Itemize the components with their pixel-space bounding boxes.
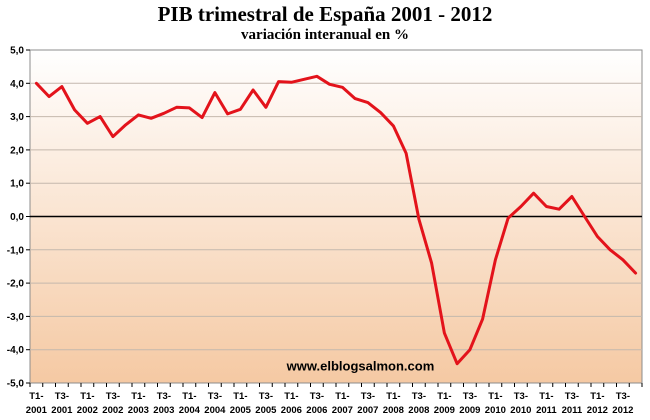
x-tick-label: T1-2011 [536, 391, 557, 416]
data-point [596, 235, 599, 238]
data-point [354, 97, 357, 100]
data-point [570, 195, 573, 198]
chart-title: PIB trimestral de España 2001 - 2012 [157, 2, 493, 26]
data-point [175, 106, 178, 109]
x-tick-label: T1-2012 [587, 391, 608, 416]
data-point [315, 75, 318, 78]
x-axis-ticks: T1-2001T3-2001T1-2002T3-2002T1-2003T3-20… [26, 383, 643, 416]
data-point [226, 112, 229, 115]
x-tick-label: T3-2010 [510, 391, 531, 416]
y-tick-label: -4,0 [7, 345, 25, 356]
gridlines [30, 82, 642, 351]
data-point [124, 123, 127, 126]
data-point [213, 91, 216, 94]
y-tick-label: -2,0 [7, 279, 25, 290]
data-point [609, 248, 612, 251]
data-point [405, 152, 408, 155]
x-tick-label: T1-2010 [485, 391, 506, 416]
x-tick-label: T3-2003 [153, 391, 174, 416]
data-point [86, 122, 89, 125]
data-point [188, 106, 191, 109]
data-point [519, 205, 522, 208]
data-point [494, 258, 497, 261]
data-point [290, 81, 293, 84]
x-tick-label: T3-2012 [612, 391, 633, 416]
x-tick-label: T3-2002 [102, 391, 123, 416]
data-point [430, 262, 433, 265]
data-point [621, 258, 624, 261]
x-tick-label: T3-2009 [459, 391, 480, 416]
data-point [379, 111, 382, 114]
data-point [201, 116, 204, 119]
data-point [366, 101, 369, 104]
x-tick-label: T3-2005 [255, 391, 277, 416]
x-tick-label: T3-2008 [408, 391, 429, 416]
x-tick-label: T1-2002 [77, 391, 98, 416]
data-point [532, 192, 535, 195]
y-tick-label: 4,0 [10, 79, 24, 90]
data-point [392, 124, 395, 127]
x-tick-label: T1-2009 [434, 391, 455, 416]
data-point [456, 362, 459, 365]
data-point [303, 78, 306, 81]
data-point [341, 86, 344, 89]
x-tick-label: T1-2005 [230, 391, 252, 416]
y-tick-label: 0,0 [10, 212, 24, 223]
data-point [162, 112, 165, 115]
chart-subtitle: variación interanual en % [241, 27, 409, 43]
x-tick-label: T3-2006 [306, 391, 327, 416]
x-tick-label: T1-2008 [383, 391, 404, 416]
x-tick-label: T1-2006 [281, 391, 302, 416]
data-point [507, 217, 510, 220]
series-line [34, 74, 638, 366]
data-point [545, 205, 548, 208]
data-point [328, 83, 331, 86]
data-point [111, 135, 114, 138]
data-point [150, 117, 153, 120]
data-point [73, 108, 76, 111]
x-tick-label: T1-2004 [179, 391, 201, 416]
data-point [252, 88, 255, 91]
watermark-text: www.elblogsalmon.com [286, 358, 435, 373]
x-tick-label: T1-2007 [332, 391, 353, 416]
x-tick-label: T3-2004 [204, 391, 226, 416]
data-point [481, 318, 484, 321]
data-point [60, 85, 63, 88]
data-point [417, 218, 420, 221]
y-tick-label: 3,0 [10, 112, 24, 123]
y-tick-label: -5,0 [7, 379, 25, 390]
x-tick-label: T3-2001 [51, 391, 73, 416]
data-point [137, 113, 140, 116]
data-point [277, 80, 280, 83]
y-tick-label: -3,0 [7, 312, 25, 323]
y-tick-label: 1,0 [10, 179, 24, 190]
x-tick-label: T1-2001 [26, 391, 48, 416]
y-axis-ticks: 5,0 4,0 3,0 2,0 1,0 0,0 -1,0 -2,0 -3,0 -4,0 -5,0 [7, 46, 30, 390]
x-tick-label: T1-2003 [128, 391, 149, 416]
series-layer [34, 74, 638, 366]
y-tick-label: -1,0 [7, 245, 25, 256]
data-point [35, 82, 38, 85]
y-tick-label: 5,0 [10, 46, 24, 57]
data-point [468, 348, 471, 351]
y-tick-label: 2,0 [10, 145, 24, 156]
data-point [634, 272, 637, 275]
data-point [48, 95, 51, 98]
data-point [99, 115, 102, 118]
data-point [443, 332, 446, 335]
x-tick-label: T3-2011 [562, 391, 583, 416]
data-point [239, 108, 242, 111]
x-tick-label: T3-2007 [357, 391, 378, 416]
data-point [583, 215, 586, 218]
data-point [264, 106, 267, 109]
data-point [558, 208, 561, 211]
